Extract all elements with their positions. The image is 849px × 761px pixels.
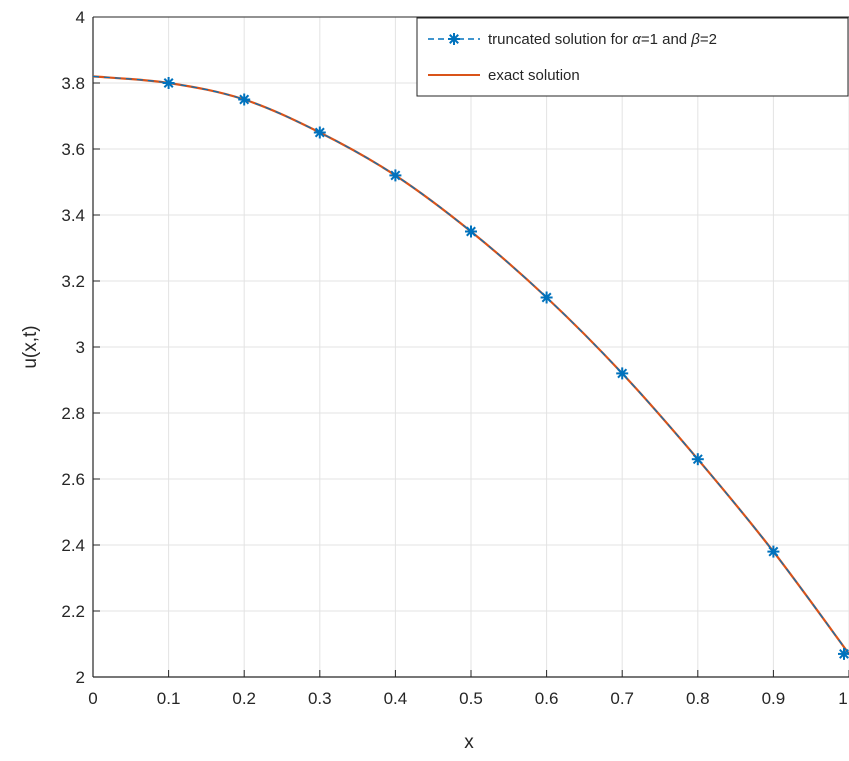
legend-box [416, 17, 849, 97]
x-tick-label: 0.5 [459, 689, 483, 708]
truncated-point-marker [616, 367, 629, 380]
series-group [92, 75, 849, 660]
x-tick-label: 0.8 [686, 689, 710, 708]
legend-asterisk-icon [448, 33, 460, 45]
axes [92, 16, 849, 678]
y-tick-label: 2.8 [61, 404, 85, 423]
y-axis-label: u(x,t) [20, 325, 41, 368]
x-tick-label: 1 [838, 689, 847, 708]
legend-beta-value: =2 [700, 31, 717, 48]
truncated-point-marker [238, 93, 251, 106]
y-tick-label: 3.4 [61, 206, 85, 225]
x-axis-label: x [464, 732, 474, 753]
legend-series1-label: truncated solution for α=1 and β=2 [488, 31, 717, 48]
x-tick-label: 0.6 [535, 689, 559, 708]
y-tick-label: 2 [76, 668, 85, 687]
x-tick-labels: 0 0.1 0.2 0.3 0.4 0.5 0.6 0.7 0.8 0.9 1 [88, 689, 847, 708]
x-tick-label: 0.2 [232, 689, 256, 708]
truncated-point-marker [465, 225, 477, 238]
x-tick-label: 0.7 [610, 689, 634, 708]
series-truncated-line [92, 75, 849, 655]
truncated-point-marker [767, 545, 780, 558]
truncated-point-marker [162, 77, 175, 89]
truncated-point-marker [313, 126, 326, 139]
legend-alpha-symbol: α [632, 31, 641, 48]
y-tick-label: 3.2 [61, 272, 85, 291]
y-tick-label: 3 [76, 338, 85, 357]
legend-series1-prefix: truncated solution for [488, 31, 632, 48]
y-tick-label: 3.6 [61, 140, 85, 159]
legend-series2-label: exact solution [488, 67, 580, 84]
x-tick-label: 0 [88, 689, 97, 708]
x-tick-label: 0.1 [157, 689, 181, 708]
y-tick-label: 2.2 [61, 602, 85, 621]
legend-beta-symbol: β [690, 31, 700, 48]
legend-series1-marker [448, 33, 460, 45]
y-tick-labels: 2 2.2 2.4 2.6 2.8 3 3.2 3.4 3.6 3.8 4 [61, 8, 85, 687]
x-tick-label: 0.9 [762, 689, 786, 708]
x-tick-label: 0.3 [308, 689, 332, 708]
truncated-point-marker [838, 647, 849, 660]
x-tick-label: 0.4 [384, 689, 408, 708]
y-tick-label: 2.4 [61, 536, 85, 555]
truncated-point-marker [540, 291, 553, 304]
truncated-point-marker [691, 453, 704, 466]
legend: truncated solution for α=1 and β=2 exact… [416, 17, 849, 97]
y-tick-label: 3.8 [61, 74, 85, 93]
legend-alpha-value: =1 and [641, 31, 691, 48]
y-tick-label: 2.6 [61, 470, 85, 489]
truncated-point-marker [389, 169, 402, 182]
y-tick-label: 4 [76, 8, 85, 27]
